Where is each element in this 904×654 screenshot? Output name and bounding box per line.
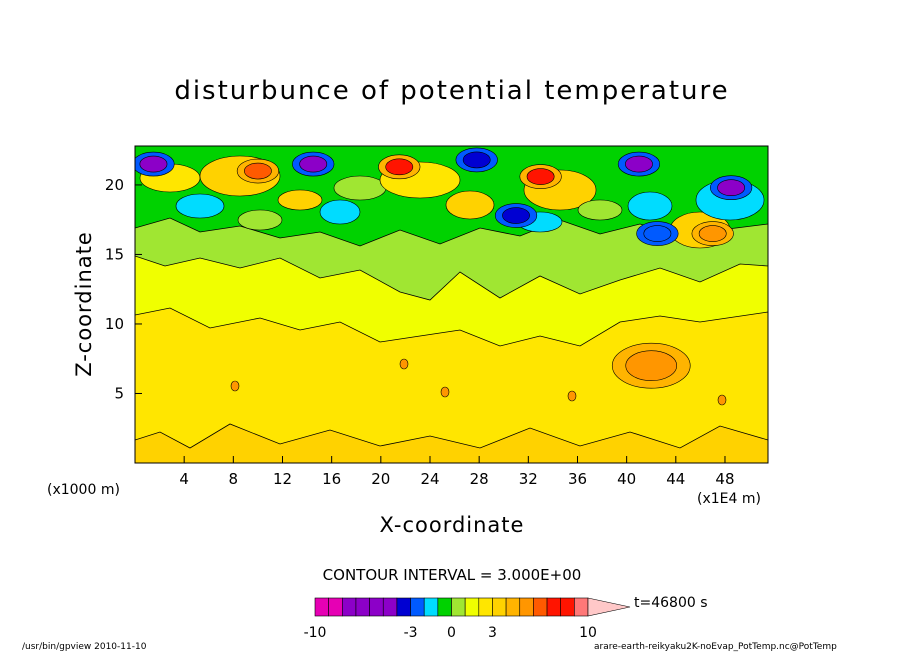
colorbar-swatch: [519, 597, 534, 617]
colorbar-swatch: [546, 597, 561, 617]
colorbar-tick-label: 3: [488, 625, 497, 641]
x-tick-label: 48: [715, 470, 734, 488]
x-axis-units-right: (x1E4 m): [697, 491, 761, 507]
y-tick-label: 10: [105, 315, 124, 333]
time-label: t=46800 s: [634, 595, 708, 611]
colorbar-swatch: [437, 597, 452, 617]
feature-core: [462, 151, 491, 169]
colorbar-tick-label: 10: [579, 625, 597, 641]
band-mid-warm: [135, 307, 768, 463]
feature-core: [526, 168, 555, 185]
heatmap-plot-area: [135, 146, 768, 463]
colorbar-swatch: [410, 597, 425, 617]
small-contour: [440, 386, 450, 398]
feature-core: [244, 162, 272, 180]
feature-core: [698, 225, 727, 242]
x-tick-label: 36: [568, 470, 587, 488]
colorbar-swatch: [505, 597, 521, 617]
x-tick-label: 4: [179, 470, 189, 488]
band-surface-warm: [135, 423, 768, 463]
x-axis-label: X-coordinate: [379, 513, 525, 537]
colorbar-swatch: [396, 597, 411, 617]
colorbar-swatch: [423, 597, 439, 617]
x-tick-label: 44: [666, 470, 685, 488]
colorbar-swatch: [560, 597, 575, 617]
x-tick-label: 28: [470, 470, 489, 488]
colorbar-swatch: [451, 597, 466, 617]
chart-title: disturbunce of potential temperature: [174, 76, 730, 106]
feature-core: [139, 155, 168, 173]
x-axis-units-left: (x1000 m): [47, 482, 120, 498]
colorbar-swatch: [574, 597, 589, 617]
footer-file-name: arare-earth-reikyaku2K-noEvap_PotTemp.nc…: [594, 642, 837, 652]
colorbar-tick-label: 0: [447, 625, 456, 641]
colorbar-swatch: [533, 597, 548, 617]
x-tick-label: 32: [519, 470, 538, 488]
colorbar: -10 -3 0 3 10: [304, 597, 631, 641]
feature-core: [385, 158, 414, 176]
small-contour: [567, 390, 577, 402]
x-tick-label: 16: [322, 470, 341, 488]
colorbar-swatch: [341, 597, 357, 617]
colorbar-swatch: [478, 597, 493, 617]
feature-core: [299, 155, 328, 173]
colorbar-swatch: [369, 597, 384, 617]
small-contour: [399, 358, 409, 370]
colorbar-tick-label: -3: [404, 625, 418, 641]
colorbar-swatch: [382, 597, 398, 617]
feature-core: [502, 207, 530, 224]
x-tick-label: 12: [273, 470, 292, 488]
feature-core: [643, 225, 672, 242]
x-tick-label: 8: [229, 470, 239, 488]
colorbar-tick-label: -10: [304, 625, 327, 641]
y-axis-label: Z-coordinate: [72, 231, 96, 377]
colorbar-swatch: [314, 597, 329, 617]
feature-core: [625, 155, 653, 173]
colorbar-extend-arrow: [587, 597, 631, 617]
plot-frame: [134, 145, 769, 464]
x-tick-label: 24: [420, 470, 439, 488]
y-tick-label: 5: [114, 384, 124, 402]
feature-core: [625, 350, 678, 381]
small-contour: [717, 394, 727, 406]
colorbar-swatch: [355, 597, 370, 617]
colorbar-swatch: [464, 597, 480, 617]
x-tick-label: 20: [371, 470, 390, 488]
y-tick-label: 15: [105, 245, 124, 263]
feature-core: [717, 179, 746, 197]
contour-interval-label: CONTOUR INTERVAL = 3.000E+00: [322, 566, 582, 584]
x-tick-label: 40: [617, 470, 636, 488]
footer-program-date: /usr/bin/gpview 2010-11-10: [22, 642, 147, 652]
colorbar-swatch: [492, 597, 507, 617]
y-tick-label: 20: [105, 176, 124, 194]
colorbar-swatch: [328, 597, 343, 617]
small-contour: [230, 380, 240, 392]
